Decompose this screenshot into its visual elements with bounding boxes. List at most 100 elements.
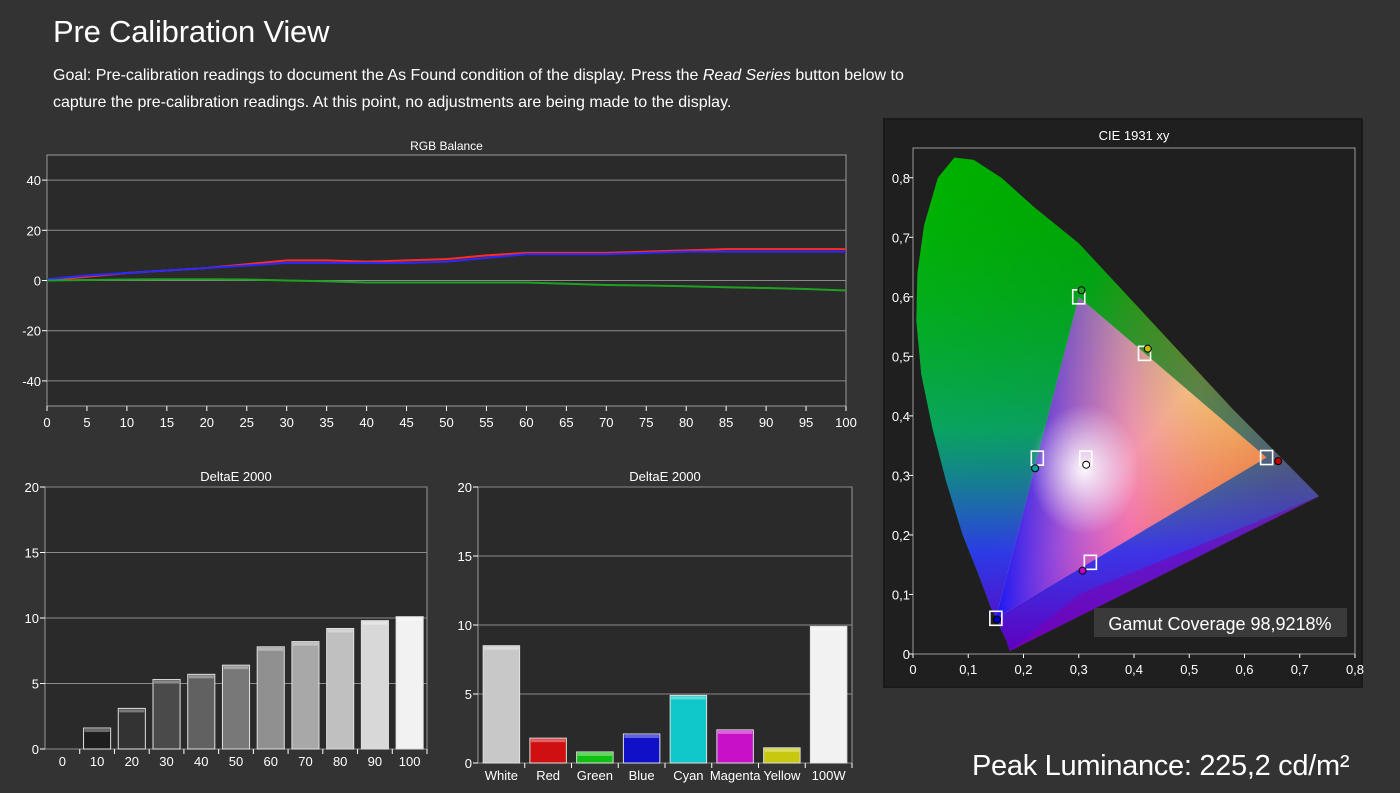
de-color-x-tick-label: Magenta xyxy=(710,768,761,783)
cie-measured-white xyxy=(1082,460,1091,469)
de-color-bar-highlight xyxy=(484,646,519,650)
de-gray-x-tick-label: 40 xyxy=(194,754,208,769)
rgb-y-tick-label: 20 xyxy=(27,223,41,238)
de-gray-x-tick-label: 20 xyxy=(125,754,139,769)
de-gray-bar xyxy=(291,641,320,750)
rgb-x-tick-label: 65 xyxy=(559,415,573,430)
cie-measured-cyan xyxy=(1031,464,1040,473)
de-color-bar xyxy=(716,729,754,764)
rgb-x-tick-label: 30 xyxy=(279,415,293,430)
de-gray-bar-highlight xyxy=(258,647,284,651)
de-color-bar-highlight xyxy=(671,696,706,700)
cie-x-tick-label: 0 xyxy=(909,662,916,677)
cie-y-tick-label: 0,7 xyxy=(892,230,910,245)
de-gray-bar xyxy=(117,707,146,750)
cie-y-tick-label: 0,8 xyxy=(892,171,910,186)
rgb-x-tick-label: 60 xyxy=(519,415,533,430)
rgb-x-tick-label: 70 xyxy=(599,415,613,430)
rgb-series-blue-line xyxy=(46,250,846,281)
cie-target-blue xyxy=(989,610,1003,627)
cie-measured-yellow xyxy=(1143,344,1152,353)
de-color-bar xyxy=(529,737,567,764)
cie-x-tick-label: 0,5 xyxy=(1180,662,1198,677)
rgb-x-tick-label: 100 xyxy=(835,415,857,430)
de-color-bar-highlight xyxy=(530,739,566,743)
de-color-y-tick-label: 15 xyxy=(458,549,472,564)
de-color-bar-highlight xyxy=(624,735,659,739)
cie-y-tick-label: 0,5 xyxy=(892,349,910,364)
rgb-chart-title: RGB Balance xyxy=(410,139,483,153)
de-gray-y-tick-label: 5 xyxy=(32,677,39,692)
de-gray-bar-highlight xyxy=(292,642,318,646)
cie-measured-red xyxy=(1274,457,1283,466)
cie-target-magenta xyxy=(1083,554,1098,571)
de-gray-bar-highlight xyxy=(397,617,423,621)
rgb-x-tick-label: 80 xyxy=(679,415,693,430)
de-color-x-tick-label: Cyan xyxy=(673,768,703,783)
rgb-x-tick-label: 75 xyxy=(639,415,653,430)
de-gray-bar xyxy=(83,727,112,750)
de-color-x-tick-label: Green xyxy=(577,768,613,783)
rgb-x-tick-label: 15 xyxy=(160,415,174,430)
de-gray-bar xyxy=(187,673,216,750)
page-title: Pre Calibration View xyxy=(53,14,330,49)
gamut-coverage-label: Gamut Coverage 98,9218% xyxy=(1108,614,1331,634)
de-gray-x-tick-label: 30 xyxy=(159,754,173,769)
de-color-bar xyxy=(763,747,801,764)
rgb-x-tick-label: 45 xyxy=(399,415,413,430)
de-gray-bar-highlight xyxy=(119,709,145,713)
cie-x-tick-label: 0,8 xyxy=(1346,662,1364,677)
de-gray-bar xyxy=(326,627,355,750)
rgb-x-tick-label: 95 xyxy=(799,415,813,430)
de-gray-y-tick-label: 20 xyxy=(25,480,39,495)
de-color-y-tick-label: 0 xyxy=(465,756,472,771)
de-color-bar xyxy=(622,733,661,764)
de-color-x-tick-label: Blue xyxy=(629,768,655,783)
de-color-chart-title: DeltaE 2000 xyxy=(629,469,701,484)
rgb-x-tick-label: 90 xyxy=(759,415,773,430)
de-color-y-tick-label: 10 xyxy=(458,618,472,633)
de-gray-bar xyxy=(221,664,251,750)
cie-measured-green xyxy=(1077,286,1086,295)
rgb-x-tick-label: 55 xyxy=(479,415,493,430)
cie-x-tick-label: 0,4 xyxy=(1125,662,1143,677)
cie-target-red xyxy=(1259,449,1274,466)
rgb-balance-chart: RGB Balance 40 20 0 -20 -40 0 5 10 15 20 25 30 35 40 45… xyxy=(22,139,857,430)
cie-x-tick-label: 0,2 xyxy=(1014,662,1032,677)
cie-y-tick-label: 0,4 xyxy=(892,409,910,424)
de-gray-bar xyxy=(256,646,285,750)
de-gray-bar-highlight xyxy=(188,675,214,679)
description-text-end: button below to capture the pre-calibrat… xyxy=(53,67,904,111)
rgb-y-tick-label: -40 xyxy=(22,374,41,389)
de-gray-y-tick-label: 0 xyxy=(32,742,39,757)
cie-chart-title: CIE 1931 xy xyxy=(1099,128,1170,143)
page-description: Goal: Pre-calibration readings to docume… xyxy=(53,62,933,116)
rgb-x-tick-label: 25 xyxy=(240,415,254,430)
cie-y-tick-label: 0,6 xyxy=(892,290,910,305)
de-gray-x-tick-label: 100 xyxy=(399,754,421,769)
de-gray-bar-highlight xyxy=(154,680,180,684)
deltae-colors-chart: DeltaE 2000 20 15 10 5 0 White Red Green Blue Cyan… xyxy=(458,469,853,783)
rgb-x-tick-label: 35 xyxy=(319,415,333,430)
cie-measured-blue xyxy=(992,615,1001,624)
description-text-start: Goal: Pre-calibration readings to docume… xyxy=(53,67,703,84)
de-gray-x-tick-label: 10 xyxy=(90,754,104,769)
de-color-bar xyxy=(809,625,848,764)
cie-y-tick-label: 0 xyxy=(903,647,910,662)
read-series-emphasis: Read Series xyxy=(702,67,791,84)
de-gray-x-tick-label: 80 xyxy=(333,754,347,769)
rgb-series-green-line xyxy=(46,278,847,292)
cie-y-tick-label: 0,2 xyxy=(892,528,910,543)
gamut-coverage-box xyxy=(1094,608,1347,637)
de-gray-bar xyxy=(360,620,389,750)
de-gray-x-tick-label: 70 xyxy=(298,754,312,769)
de-color-bar-highlight xyxy=(577,752,613,756)
rgb-x-tick-label: 40 xyxy=(359,415,373,430)
de-color-bar-highlight xyxy=(811,627,846,631)
de-color-x-tick-label: Yellow xyxy=(763,768,801,783)
de-color-y-tick-label: 5 xyxy=(465,687,472,702)
de-color-bar xyxy=(669,694,708,764)
rgb-x-tick-label: 10 xyxy=(120,415,134,430)
cie-x-tick-label: 0,3 xyxy=(1070,662,1088,677)
